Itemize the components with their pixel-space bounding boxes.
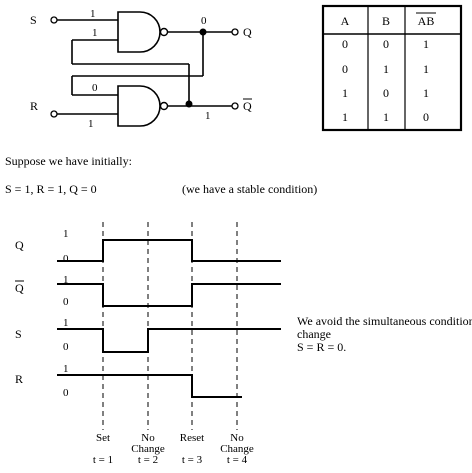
truth-table-cell: 0 [383, 86, 389, 100]
initial-condition: S = 1, R = 1, Q = 0 [5, 182, 97, 196]
truth-table-cell: 0 [423, 110, 429, 124]
qbar-junction-dot [185, 100, 193, 108]
truth-table-header-nand: AB [418, 14, 435, 28]
timing-signal-label-qbar: Q [15, 281, 24, 295]
timing-level-low: 0 [63, 253, 69, 265]
truth-table-header-b: B [382, 14, 390, 28]
qbar-output-label: Q [243, 99, 252, 113]
top-nand-bubble [159, 27, 169, 37]
top-feedback-value: 1 [92, 27, 98, 39]
q-output-terminal [231, 28, 239, 36]
event-time-t3: t = 3 [182, 454, 203, 466]
avoid-note-line3: S = R = 0. [297, 340, 347, 354]
initial-label: Suppose we have initially: [5, 154, 132, 168]
truth-table-cell: 0 [342, 37, 348, 51]
event-time-t1: t = 1 [93, 454, 113, 466]
wave-r [57, 374, 242, 398]
q-output-label: Q [243, 25, 252, 39]
truth-table-cell: 0 [383, 37, 389, 51]
s-input-terminal [50, 16, 58, 24]
r-input-value: 1 [88, 118, 94, 130]
q-output-value: 0 [201, 15, 207, 27]
qbar-output-value: 1 [205, 110, 211, 122]
r-input-terminal [50, 110, 58, 118]
bottom-nand-bubble [159, 101, 169, 111]
timing-waveforms [57, 222, 281, 430]
timing-signal-label-s: S [15, 327, 22, 341]
latch-circuit: S 1 0 Q 1 0 1 Q R 1 [30, 8, 252, 130]
truth-table-border [321, 4, 463, 132]
truth-table-cell: 1 [342, 86, 348, 100]
truth-table-cell: 1 [383, 62, 389, 76]
r-input-label: R [30, 99, 38, 113]
s-input-label: S [30, 13, 37, 27]
timing-level-high: 1 [63, 363, 69, 375]
event-label-set: Set [96, 432, 110, 444]
timing-level-high: 1 [63, 274, 69, 286]
event-label-no-change: No [141, 432, 155, 444]
event-label-change: Change [220, 443, 254, 455]
timing-level-low: 0 [63, 341, 69, 353]
event-time-t4: t = 4 [227, 454, 248, 466]
qbar-output-terminal [231, 102, 239, 110]
avoid-note-line1: We avoid the simultaneous condition [297, 314, 472, 328]
truth-table: A B AB 0 0 1 0 1 1 1 0 1 1 1 0 [321, 4, 463, 132]
wave-qbar [57, 283, 281, 307]
top-nand-gate [117, 11, 161, 53]
bottom-feedback-value: 0 [92, 82, 98, 94]
truth-table-cell: 1 [383, 110, 389, 124]
truth-table-cell: 0 [342, 62, 348, 76]
timing-level-low: 0 [63, 296, 69, 308]
avoid-note-line2: change [297, 327, 331, 341]
truth-table-header-a: A [341, 14, 350, 28]
timing-level-high: 1 [63, 228, 69, 240]
timing-signal-label-r: R [15, 372, 23, 386]
wave-q [57, 239, 281, 262]
event-label-change: Change [131, 443, 165, 455]
timing-diagram: Q Q S R 1 0 1 0 1 0 1 0 Set t = 1 No Cha… [15, 222, 281, 466]
stable-note: (we have a stable condition) [182, 182, 318, 196]
event-label-reset: Reset [180, 432, 204, 444]
s-input-value: 1 [90, 8, 96, 20]
timing-level-low: 0 [63, 387, 69, 399]
bottom-nand-gate [117, 85, 161, 127]
timing-signal-label-q: Q [15, 238, 24, 252]
event-time-t2: t = 2 [138, 454, 158, 466]
truth-table-cell: 1 [342, 110, 348, 124]
timing-level-high: 1 [63, 317, 69, 329]
truth-table-cell: 1 [423, 37, 429, 51]
wave-s [57, 328, 281, 353]
truth-table-cell: 1 [423, 86, 429, 100]
truth-table-cell: 1 [423, 62, 429, 76]
event-label-no-change: No [230, 432, 244, 444]
